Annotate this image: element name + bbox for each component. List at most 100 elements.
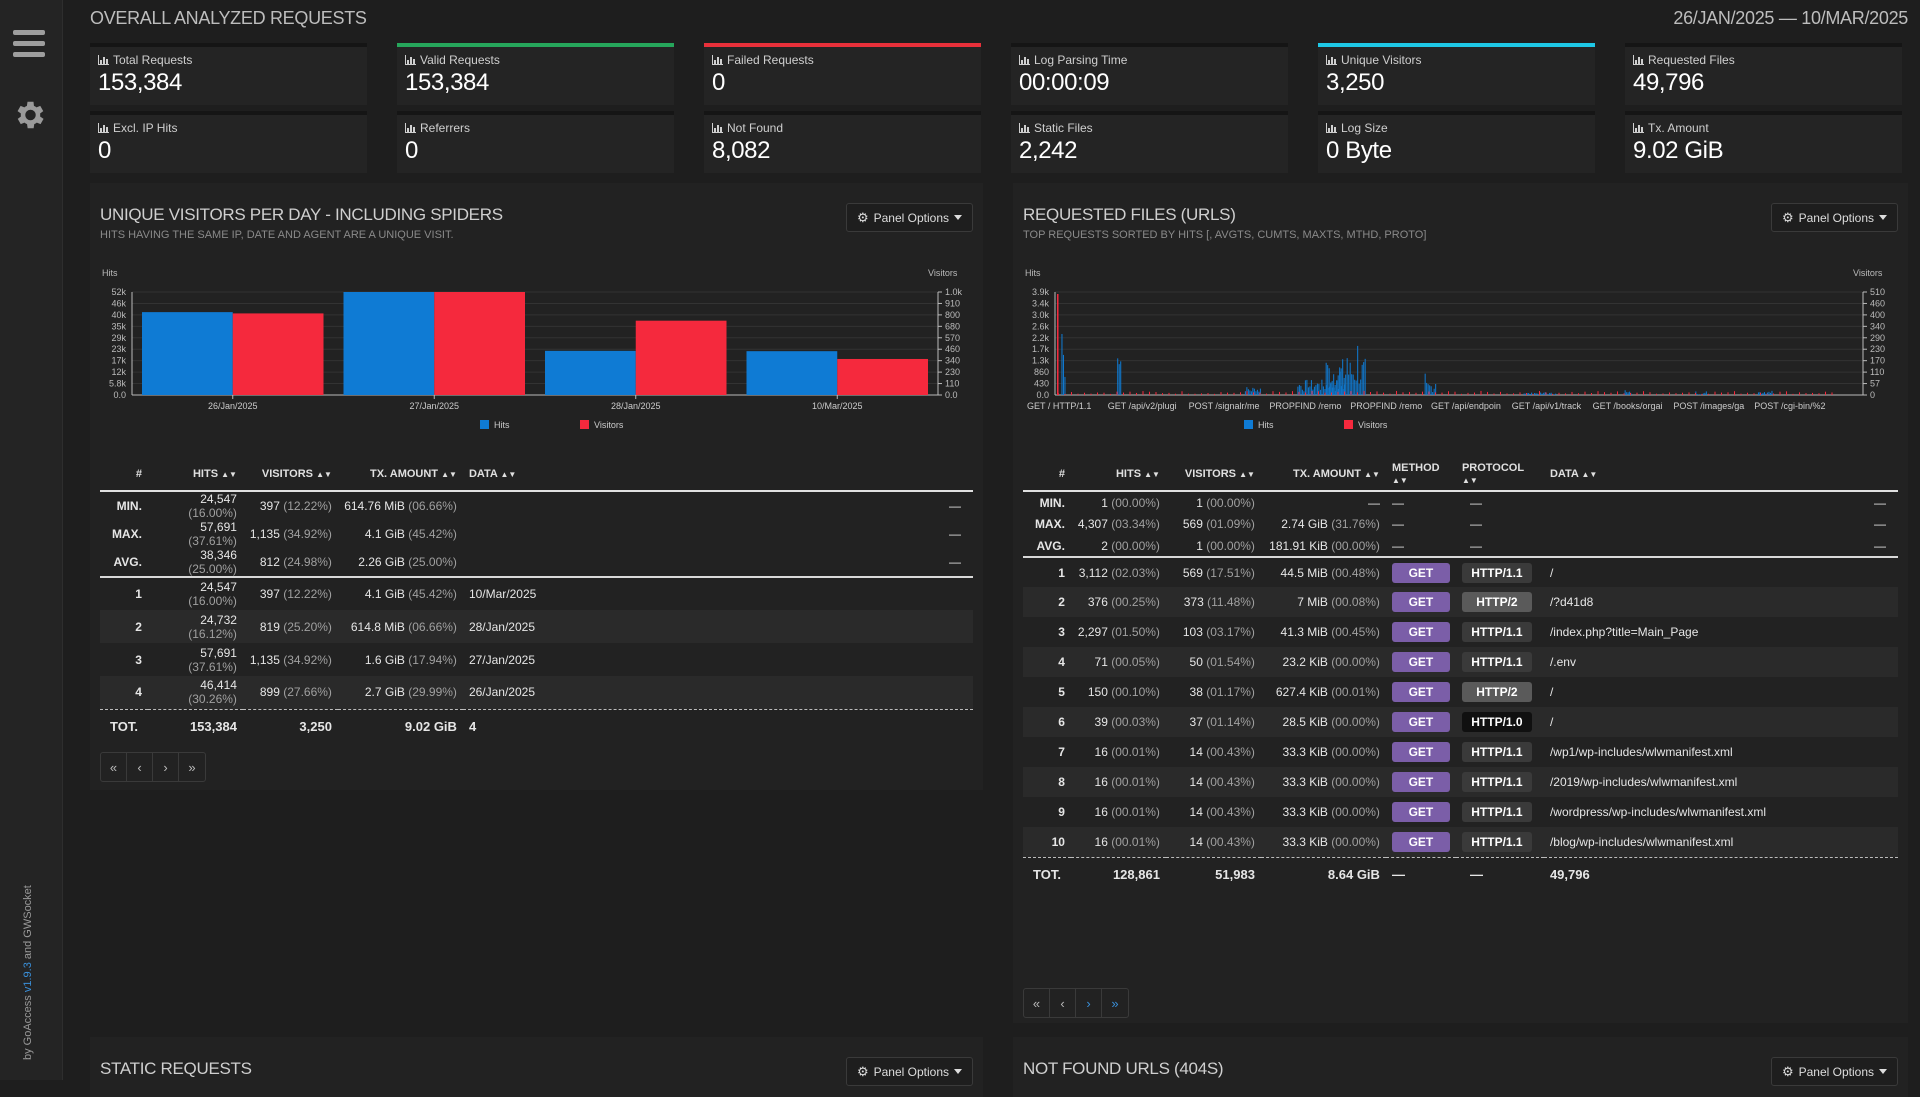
hits-bar[interactable]	[1626, 392, 1628, 395]
hits-bar[interactable]	[1120, 361, 1122, 395]
column-header[interactable]: HITS ▲▼	[1070, 457, 1166, 492]
table-row[interactable]: 10 16 (00.01%) 14 (00.43%) 33.3 KiB (00.00%…	[1023, 827, 1898, 857]
visitors-bar[interactable]	[1227, 392, 1228, 395]
visitors-bar[interactable]	[1526, 392, 1527, 395]
hits-bar[interactable]	[1298, 384, 1300, 395]
visitors-bar[interactable]	[1480, 390, 1482, 395]
visitors-bar[interactable]	[1071, 392, 1072, 395]
hits-bar[interactable]	[1525, 393, 1527, 395]
hits-bar[interactable]	[1297, 386, 1299, 395]
hits-bar[interactable]	[1427, 384, 1429, 395]
visitors-bar[interactable]	[1539, 391, 1540, 395]
panel-options-button[interactable]: ⚙ Panel Options	[845, 203, 973, 232]
visitors-bar[interactable]	[1376, 391, 1378, 395]
hits-bar[interactable]	[1424, 373, 1426, 395]
hits-bar[interactable]	[1357, 345, 1359, 395]
hits-bar[interactable]	[1316, 383, 1318, 395]
visitors-bar[interactable]	[1454, 391, 1456, 395]
hits-bar[interactable]	[1351, 374, 1353, 395]
hits-bar[interactable]	[1352, 374, 1354, 395]
hits-bar[interactable]	[1312, 389, 1314, 395]
hits-bar[interactable]	[1553, 394, 1555, 395]
hits-bar[interactable]	[1696, 394, 1698, 395]
hits-bar[interactable]	[1426, 382, 1428, 395]
hits-bar[interactable]	[1769, 392, 1771, 395]
hits-bar[interactable]	[1307, 387, 1309, 395]
hits-bar[interactable]	[1342, 359, 1344, 395]
panel-options-button[interactable]: ⚙ Panel Options	[1770, 1057, 1898, 1086]
hits-bar[interactable]	[1244, 391, 1246, 395]
visitors-bar[interactable]	[1298, 391, 1300, 395]
visitors-bar[interactable]	[1474, 392, 1475, 395]
visitors-bar[interactable]	[1064, 393, 1066, 395]
visitors-bar[interactable]	[1383, 392, 1384, 395]
visitors-bar[interactable]	[1370, 392, 1371, 395]
visitors-bar[interactable]	[1194, 393, 1196, 395]
visitors-bar[interactable]	[1162, 393, 1163, 395]
table-row[interactable]: 9 16 (00.01%) 14 (00.43%) 33.3 KiB (00.00%)…	[1023, 797, 1898, 827]
hits-bar[interactable]	[1429, 385, 1431, 395]
hits-bar[interactable]	[1629, 391, 1631, 395]
hits-bar[interactable]	[1555, 393, 1557, 395]
hits-bar[interactable]	[1348, 374, 1350, 395]
hits-bar[interactable]	[1062, 354, 1064, 395]
prev-page-button[interactable]: ‹	[127, 753, 153, 781]
hits-bar[interactable]	[1546, 393, 1548, 395]
column-header[interactable]: TX. AMOUNT ▲▼	[337, 457, 463, 492]
visitors-bar[interactable]	[1753, 393, 1755, 395]
panel-options-button[interactable]: ⚙ Panel Options	[1770, 203, 1898, 232]
column-header[interactable]: DATA ▲▼	[1543, 457, 1898, 492]
version-link[interactable]: v1.9.3	[22, 962, 34, 993]
hits-bar[interactable]	[1766, 392, 1768, 395]
visitors-bar[interactable]	[1552, 393, 1553, 395]
visitors-bar[interactable]	[1669, 392, 1670, 395]
visitors-bar[interactable]	[1090, 393, 1092, 395]
hits-bar[interactable]	[1349, 362, 1351, 395]
column-header[interactable]: TX. AMOUNT ▲▼	[1260, 457, 1386, 492]
table-row[interactable]: 2 376 (00.25%) 373 (11.48%) 7 MiB (00.08%) G…	[1023, 587, 1898, 617]
hits-bar[interactable]	[1432, 392, 1434, 395]
hits-bar[interactable]	[1358, 383, 1360, 395]
visitors-bar[interactable]	[1331, 392, 1332, 395]
visitors-bar[interactable]	[1149, 391, 1150, 395]
hits-bar[interactable]	[1118, 364, 1120, 395]
visitors-bar[interactable]	[1253, 392, 1254, 395]
hits-bar[interactable]	[1526, 393, 1528, 395]
visitors-bar[interactable]	[1396, 390, 1397, 395]
hits-bar[interactable]	[1061, 333, 1063, 395]
hits-bar[interactable]	[1303, 391, 1305, 395]
next-page-button[interactable]: ›	[1076, 989, 1102, 1017]
hits-bar[interactable]	[1354, 379, 1356, 395]
table-row[interactable]: 3 2,297 (01.50%) 103 (03.17%) 41.3 MiB (00.…	[1023, 617, 1898, 647]
first-page-button[interactable]: «	[1024, 989, 1050, 1017]
visitors-bar[interactable]	[1415, 392, 1417, 395]
visitors-bar[interactable]	[1740, 393, 1742, 395]
hits-bar[interactable]	[1757, 392, 1759, 395]
visitors-bar[interactable]	[1727, 392, 1729, 395]
visitors-bar[interactable]	[1714, 391, 1716, 395]
visitors-bar[interactable]	[1831, 392, 1833, 395]
hits-bar[interactable]	[1310, 380, 1312, 395]
hits-bar[interactable]	[1318, 384, 1320, 395]
hits-bar[interactable]	[1117, 358, 1119, 395]
visitors-bar[interactable]	[1422, 391, 1423, 395]
hits-bar[interactable]	[1331, 380, 1333, 395]
visitors-bar[interactable]	[1766, 393, 1768, 395]
visitors-bar[interactable]	[1259, 392, 1261, 395]
visitors-bar[interactable]	[1240, 392, 1241, 395]
visitors-bar[interactable]	[1604, 392, 1605, 395]
hits-bar[interactable]	[1315, 385, 1317, 395]
visitors-bar[interactable]	[1545, 392, 1547, 395]
column-header[interactable]: DATA ▲▼	[462, 457, 973, 492]
visitors-bar[interactable]	[1188, 393, 1189, 395]
visitors-bar[interactable]	[1363, 390, 1365, 395]
hits-bar[interactable]	[1313, 386, 1315, 395]
visitors-bar[interactable]	[1792, 393, 1794, 395]
hits-bar[interactable]	[1337, 375, 1339, 395]
table-row[interactable]: 1 3,112 (02.03%) 569 (17.51%) 44.5 MiB (00.…	[1023, 556, 1898, 587]
visitors-bar[interactable]	[1084, 392, 1085, 395]
visitors-bar[interactable]	[1701, 393, 1703, 395]
hits-bar[interactable]	[1541, 393, 1543, 395]
hits-bar[interactable]	[1324, 389, 1326, 395]
visitors-bar[interactable]	[1773, 393, 1774, 395]
